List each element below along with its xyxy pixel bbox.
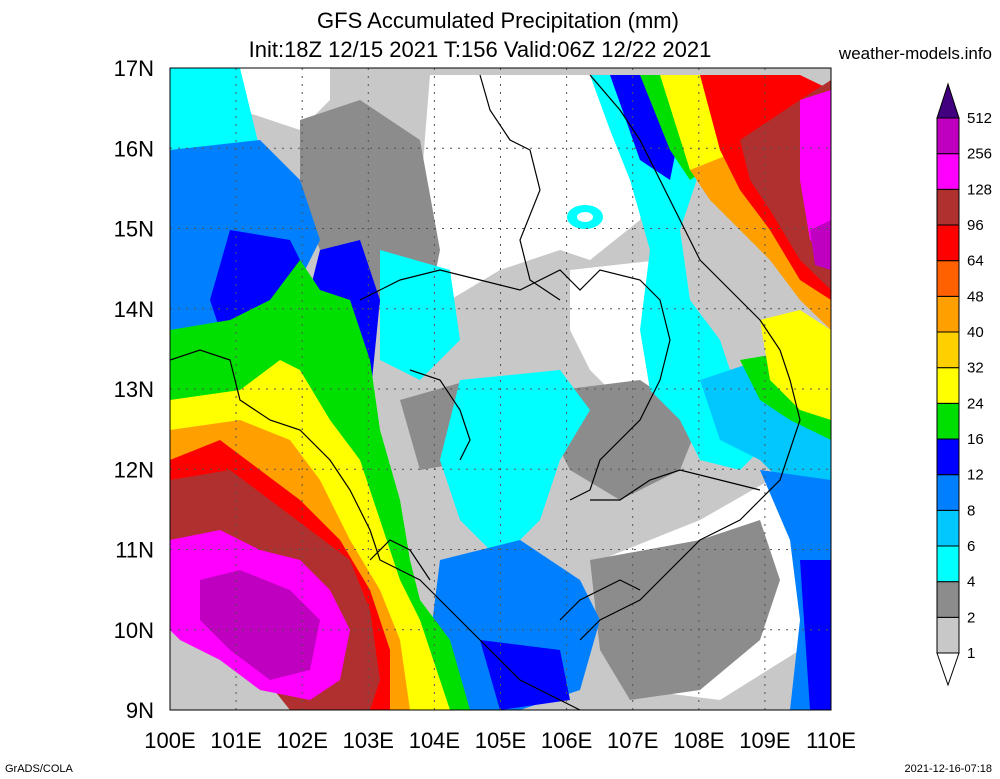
- colorbar-level-label: 1: [967, 645, 975, 662]
- lon-tick-label: 102E: [277, 728, 328, 753]
- lon-tick-label: 108E: [673, 728, 724, 753]
- lon-tick-label: 105E: [475, 728, 526, 753]
- colorbar-swatch: [936, 581, 960, 618]
- lon-tick-label: 103E: [343, 728, 394, 753]
- colorbar-level-label: 12: [967, 467, 984, 484]
- map-subtitle: Init:18Z 12/15 2021 T:156 Valid:06Z 12/2…: [248, 37, 712, 62]
- colorbar-level-label: 128: [967, 181, 992, 198]
- colorbar-max-triangle: [936, 82, 960, 119]
- lat-tick-label: 10N: [114, 618, 154, 643]
- colorbar-swatch: [936, 509, 960, 547]
- lat-tick-label: 9N: [126, 698, 154, 723]
- colorbar-level-label: 40: [967, 324, 984, 341]
- colorbar-swatch: [936, 367, 960, 404]
- colorbar-swatch: [936, 260, 960, 297]
- colorbar-level-label: 8: [967, 502, 975, 519]
- plot-frame: [169, 67, 832, 711]
- colorbar-swatch: [936, 117, 960, 155]
- lat-tick-label: 17N: [114, 56, 154, 81]
- colorbar-level-label: 6: [967, 538, 975, 555]
- lat-tick-label: 14N: [114, 297, 154, 322]
- lat-tick-label: 16N: [114, 136, 154, 161]
- lon-tick-label: 107E: [607, 728, 658, 753]
- colorbar-swatch: [936, 153, 960, 190]
- colorbar-swatch: [936, 616, 960, 654]
- lon-tick-label: 110E: [806, 728, 856, 753]
- coastlines-borders: [170, 74, 801, 710]
- colorbar-swatch: [936, 295, 960, 333]
- colorbar-level-label: 256: [967, 146, 992, 163]
- render-timestamp: 2021-12-16-07:18: [904, 763, 992, 775]
- colorbar-level-label: 48: [967, 288, 984, 305]
- source-label: weather-models.info: [838, 44, 992, 63]
- map-title: GFS Accumulated Precipitation (mm): [317, 8, 679, 33]
- colorbar-swatch: [936, 224, 960, 262]
- colorbar-level-label: 32: [967, 360, 984, 377]
- colorbar-level-label: 16: [967, 431, 984, 448]
- lat-tick-label: 15N: [114, 217, 154, 242]
- software-credit: GrADS/COLA: [5, 763, 73, 775]
- colorbar-swatch: [936, 474, 960, 511]
- colorbar-level-label: 96: [967, 217, 984, 234]
- lat-tick-label: 11N: [115, 538, 154, 563]
- colorbar-level-label: 24: [967, 395, 984, 412]
- longitude-tick-labels: 100E 101E 102E 103E 104E 105E 106E 107E 108E 109E…: [144, 728, 856, 753]
- lon-tick-label: 106E: [541, 728, 592, 753]
- plot-area: [170, 68, 831, 710]
- colorbar-swatch: [936, 402, 960, 440]
- colorbar-swatch: [936, 438, 960, 476]
- latitude-tick-labels: 9N 10N 11N 12N 13N 14N 15N 16N 17N: [114, 56, 154, 723]
- lat-tick-label: 12N: [114, 457, 154, 482]
- graticule: [170, 68, 831, 710]
- colorbar-swatch: [936, 188, 960, 226]
- colorbar-min-triangle: [936, 652, 960, 687]
- colorbar-level-label: 512: [967, 110, 992, 127]
- colorbar-level-label: 4: [967, 574, 975, 591]
- colorbar-swatch: [936, 545, 960, 583]
- lon-tick-label: 101E: [210, 728, 261, 753]
- colorbar-swatch: [936, 331, 960, 369]
- lat-tick-label: 13N: [114, 377, 154, 402]
- colorbar-level-label: 2: [967, 609, 975, 626]
- lon-tick-label: 109E: [739, 728, 790, 753]
- lon-tick-label: 100E: [144, 728, 195, 753]
- lon-tick-label: 104E: [409, 728, 460, 753]
- colorbar-level-label: 64: [967, 253, 984, 270]
